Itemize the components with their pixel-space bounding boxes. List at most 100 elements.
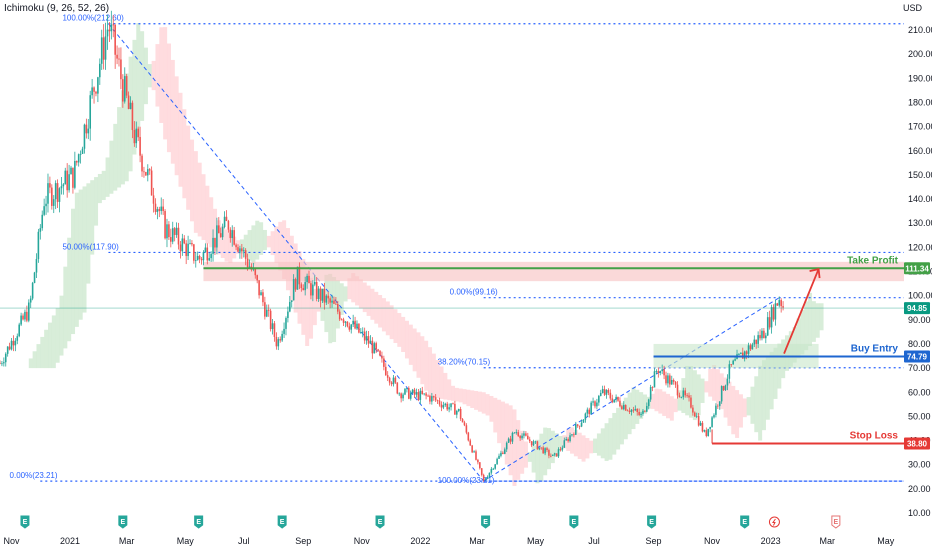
cloud-segment <box>639 392 644 419</box>
candle-body <box>312 284 314 296</box>
candle-body <box>663 369 665 376</box>
candle-body <box>271 323 274 330</box>
candle-body <box>273 323 276 337</box>
candle-body <box>196 255 199 261</box>
cloud-segment <box>800 309 805 355</box>
cloud-segment <box>78 189 83 320</box>
cloud-segment <box>742 398 747 418</box>
price-tick: 60.00 <box>908 387 931 397</box>
buy-entry-label: Buy Entry <box>851 344 899 355</box>
time-tick: Nov <box>704 536 721 546</box>
cloud-segment <box>650 393 655 409</box>
cloud-segment <box>251 225 256 265</box>
candle-body <box>413 389 416 395</box>
candle-body <box>563 440 566 448</box>
fib-trendline <box>108 23 485 482</box>
candle-body <box>634 408 637 411</box>
cloud-segment <box>397 313 402 347</box>
candle-body <box>93 87 95 92</box>
candle-body <box>765 335 767 339</box>
candle-body <box>732 360 734 365</box>
cloud-segment <box>619 402 624 445</box>
candle-body <box>582 419 585 423</box>
candle-body <box>317 288 320 300</box>
candle-body <box>54 183 57 200</box>
candle-body <box>768 317 771 328</box>
candle-body <box>352 320 354 325</box>
cloud-segment <box>673 398 678 413</box>
candle-body <box>29 298 32 303</box>
candle-body <box>603 389 606 395</box>
candle-body <box>542 447 544 454</box>
candle-body <box>308 275 310 284</box>
candle-body <box>41 214 44 229</box>
resistance-zone <box>203 261 904 282</box>
candle-body <box>555 453 558 457</box>
cloud-segment <box>197 162 202 237</box>
candle-body <box>200 259 203 261</box>
time-tick: Jul <box>238 536 250 546</box>
candle-body <box>576 424 579 426</box>
cloud-segment <box>178 92 183 187</box>
candle-body <box>527 435 529 440</box>
cloud-segment <box>811 301 816 342</box>
cloud-segment <box>36 344 41 369</box>
candle-body <box>473 451 475 453</box>
cloud-segment <box>712 364 717 401</box>
cloud-segment <box>761 360 766 431</box>
candle-body <box>60 186 63 189</box>
candle-body <box>755 339 758 344</box>
candle-body <box>114 24 116 55</box>
candle-body <box>713 414 715 418</box>
candle-body <box>95 91 97 94</box>
candle-body <box>346 321 349 327</box>
candle-body <box>406 388 408 389</box>
buy-entry-badge <box>904 350 930 363</box>
earnings-letter: E <box>121 519 126 526</box>
candle-body <box>26 311 28 321</box>
candle-body <box>323 288 326 303</box>
cloud-segment <box>282 220 287 280</box>
candle-body <box>574 424 577 435</box>
cloud-segment <box>604 423 609 461</box>
candle-body <box>592 401 594 403</box>
earnings-icon <box>118 515 128 529</box>
cloud-segment <box>262 229 267 251</box>
candle-body <box>358 323 360 333</box>
candle-body <box>194 260 197 261</box>
candle-body <box>697 415 700 426</box>
candle-body <box>239 248 241 252</box>
cloud-segment <box>247 230 252 261</box>
time-tick: Mar <box>819 536 835 546</box>
candle-body <box>313 282 316 285</box>
candle-body <box>52 199 55 206</box>
cloud-segment <box>113 123 118 191</box>
cloud-segment <box>117 107 122 188</box>
candle-body <box>551 454 554 456</box>
cloud-segment <box>439 366 444 399</box>
candle-body <box>198 255 201 260</box>
cloud-segment <box>347 278 352 300</box>
candle-body <box>715 405 717 415</box>
candle-body <box>480 468 483 475</box>
candle-body <box>202 252 205 261</box>
candle-body <box>344 321 347 323</box>
candle-body <box>350 324 353 330</box>
candle-body <box>753 339 756 345</box>
cloud-segment <box>205 185 210 244</box>
candle-body <box>411 389 414 394</box>
candle-body <box>521 435 523 439</box>
candle-body <box>321 288 324 301</box>
candle-body <box>676 384 679 396</box>
cloud-segment <box>727 381 732 426</box>
cloud-segment <box>750 386 755 424</box>
candle-body <box>409 393 412 399</box>
candle-body <box>622 404 625 410</box>
candle-body <box>649 387 652 400</box>
candle-body <box>402 394 404 399</box>
cloud-segment <box>715 369 720 405</box>
earnings-icon <box>481 515 491 529</box>
cloud-segment <box>401 316 406 352</box>
price-tick: 200.00 <box>908 49 932 59</box>
